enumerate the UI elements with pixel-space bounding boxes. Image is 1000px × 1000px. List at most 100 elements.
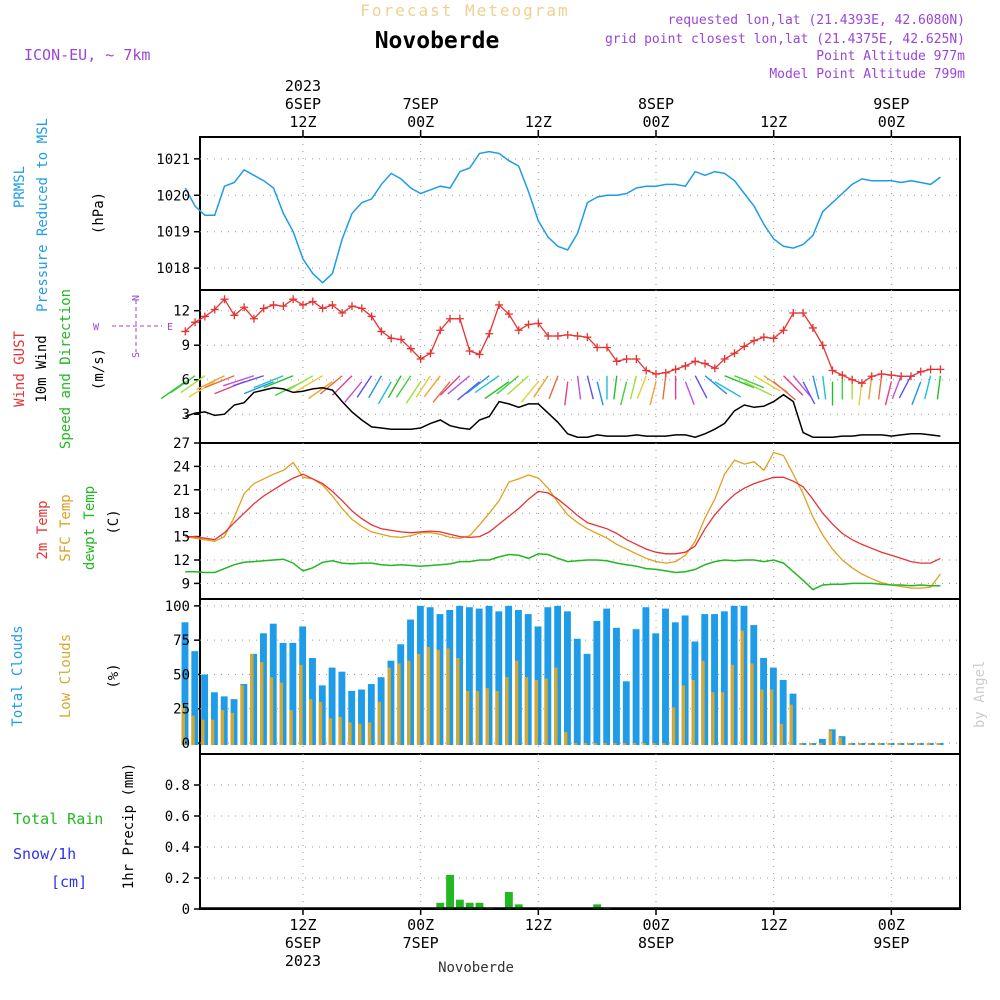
gust-point (416, 355, 425, 364)
series-line-dewpoint (185, 553, 941, 591)
cloud-bar-total (877, 743, 885, 746)
gust-point (730, 349, 739, 358)
cloud-bar-low (544, 678, 548, 746)
wind-arrow (507, 375, 529, 396)
wind-arrow (232, 375, 264, 387)
gust-point (328, 300, 337, 309)
cloud-bar-low (426, 647, 431, 746)
gust-point (240, 303, 249, 312)
wind-arrow (423, 375, 441, 398)
cloud-bar-total (299, 626, 307, 746)
gust-point (318, 304, 327, 313)
gust-point (269, 300, 278, 309)
wind-arrow (344, 381, 363, 403)
time-label-top: 12Z (525, 113, 552, 131)
cloud-bar-total (632, 629, 640, 746)
gust-point (406, 344, 415, 353)
wind-arrow (204, 375, 235, 389)
cloud-bar-total (652, 633, 660, 746)
gust-point (838, 371, 847, 380)
wind-arrow (196, 375, 225, 391)
wind-arrow (911, 381, 922, 405)
cloud-bar-low (524, 677, 529, 746)
wind-arrow (387, 375, 402, 399)
time-label-bottom: 8SEP (638, 934, 674, 952)
cloud-bar-total (279, 642, 287, 746)
wind-arrow (884, 381, 893, 406)
cloud-bar-low (760, 689, 764, 746)
model-altitude: Model Point Altitude 799m (769, 67, 965, 82)
gust-point (485, 329, 494, 338)
cloud-bar-total (740, 605, 748, 746)
cloud-bar-total (828, 729, 836, 746)
cloud-bar-total (613, 627, 620, 746)
cloud-bar-total (691, 641, 699, 746)
wind-arrow (286, 375, 314, 392)
cloud-bar-total (514, 609, 522, 746)
wind-arrow (792, 375, 811, 397)
cloud-bar-total (544, 607, 552, 746)
wind-arrow (332, 375, 353, 396)
gust-point (740, 342, 749, 351)
cloud-bar-total (936, 743, 944, 746)
panel-axis-label: 2m Temp (35, 500, 51, 559)
cloud-bar-low (436, 649, 440, 746)
gust-point (495, 300, 504, 309)
gust-point (377, 327, 386, 336)
cloud-bar-low (642, 743, 646, 746)
cloud-bar-low (240, 685, 244, 746)
y-tick-label: 1018 (156, 261, 190, 277)
cloud-bar-total (397, 644, 405, 746)
panel-frame-precip (199, 753, 961, 910)
time-label-bottom: 12Z (289, 916, 316, 934)
wind-arrow (466, 375, 490, 394)
gust-point (514, 326, 523, 335)
cloud-bar-low (769, 689, 774, 746)
cloud-bar-low (554, 667, 558, 746)
cloud-bar-total (858, 743, 866, 746)
wind-arrow (822, 375, 827, 400)
wind-arrow (936, 375, 942, 400)
cloud-bar-low (191, 715, 195, 746)
time-label-bottom: 00Z (878, 916, 905, 934)
gust-point (553, 332, 562, 341)
gust-point (436, 326, 445, 335)
cloud-bar-low (220, 710, 225, 746)
cloud-bar-total (583, 653, 591, 746)
cloud-bar-low (260, 662, 264, 746)
cloud-bar-low (387, 667, 391, 746)
gust-point (308, 297, 317, 306)
cloud-bar-total (603, 608, 611, 746)
cloud-bar-total (416, 605, 424, 746)
cloud-bar-low (789, 704, 793, 746)
cloud-bar-low (309, 699, 313, 746)
cloud-bar-total (622, 681, 630, 746)
cloud-bar-low (328, 718, 332, 746)
cloud-bar-low (858, 743, 862, 746)
cloud-bar-low (407, 660, 411, 746)
panel-axis-label: SFC Temp (58, 494, 74, 561)
cloud-bar-total (868, 743, 875, 746)
gust-point (789, 309, 798, 318)
cloud-bar-total (838, 736, 846, 746)
cloud-bar-low (818, 743, 823, 746)
wind-arrow (170, 375, 196, 394)
wind-arrow (636, 375, 647, 399)
cloud-bar-low (534, 679, 538, 746)
y-tick-label: 1020 (156, 188, 190, 204)
precip-bar (446, 874, 454, 909)
compass-e: E (167, 322, 173, 333)
cloud-bar-low (877, 743, 882, 746)
gust-point (573, 332, 582, 341)
time-label-bottom: 9SEP (873, 934, 909, 952)
cloud-bar-low (897, 743, 901, 746)
y-tick-label: 18 (173, 506, 190, 522)
cloud-bar-total (446, 609, 454, 746)
cloud-bar-total (917, 743, 924, 746)
cloud-bar-low (573, 743, 578, 746)
precip-bar (475, 902, 484, 909)
gust-point (828, 366, 837, 375)
cloud-bar-total (318, 685, 326, 746)
panel-axis-label: (m/s) (91, 348, 107, 390)
gust-point (181, 327, 190, 336)
